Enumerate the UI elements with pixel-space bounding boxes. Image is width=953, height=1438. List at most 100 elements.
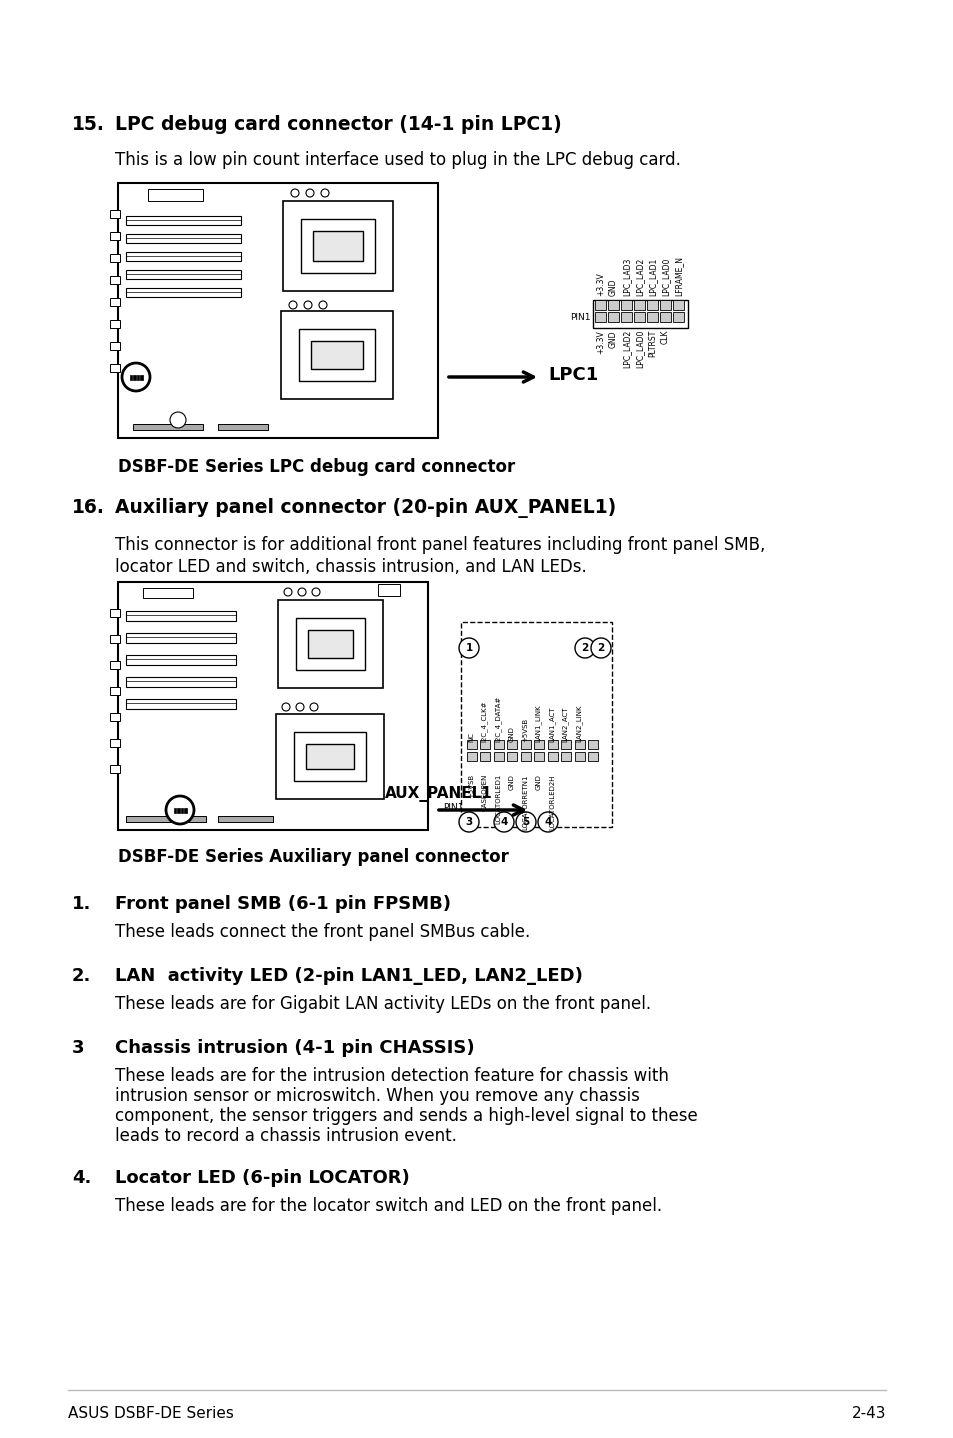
Bar bbox=[595, 301, 605, 311]
Text: LAN2_LINK: LAN2_LINK bbox=[575, 705, 581, 742]
Text: PIN1: PIN1 bbox=[570, 312, 590, 322]
Bar bbox=[295, 618, 365, 670]
Bar bbox=[110, 232, 120, 240]
Bar bbox=[507, 741, 517, 749]
Bar bbox=[547, 741, 558, 749]
Bar bbox=[298, 329, 375, 381]
Bar bbox=[126, 677, 235, 687]
Text: LPC_LAD2: LPC_LAD2 bbox=[635, 257, 643, 296]
Text: GND: GND bbox=[608, 329, 618, 348]
Bar bbox=[110, 636, 120, 643]
Text: Front panel SMB (6-1 pin FPSMB): Front panel SMB (6-1 pin FPSMB) bbox=[115, 894, 451, 913]
Text: intrusion sensor or microswitch. When you remove any chassis: intrusion sensor or microswitch. When yo… bbox=[115, 1087, 639, 1104]
Bar bbox=[588, 752, 598, 761]
Text: LAN1_ACT: LAN1_ACT bbox=[548, 706, 555, 742]
Text: I2C_4_CLK#: I2C_4_CLK# bbox=[480, 700, 487, 742]
Bar bbox=[520, 752, 531, 761]
Bar bbox=[218, 815, 273, 823]
Bar bbox=[494, 741, 503, 749]
Text: These leads are for Gigabit LAN activity LEDs on the front panel.: These leads are for Gigabit LAN activity… bbox=[115, 995, 651, 1012]
Bar bbox=[311, 341, 363, 370]
Bar bbox=[494, 752, 503, 761]
Bar bbox=[607, 301, 618, 311]
Bar bbox=[126, 252, 241, 262]
Text: 3: 3 bbox=[465, 817, 472, 827]
Bar bbox=[294, 732, 366, 781]
Circle shape bbox=[282, 703, 290, 710]
Bar bbox=[575, 741, 584, 749]
Bar bbox=[110, 765, 120, 774]
Bar bbox=[634, 312, 644, 322]
Text: I2C_4_DATA#: I2C_4_DATA# bbox=[494, 696, 501, 742]
Text: DSBF-DE Series Auxiliary panel connector: DSBF-DE Series Auxiliary panel connector bbox=[118, 848, 508, 866]
Bar bbox=[130, 375, 132, 380]
Text: LAN  activity LED (2-pin LAN1_LED, LAN2_LED): LAN activity LED (2-pin LAN1_LED, LAN2_L… bbox=[115, 966, 582, 985]
Bar bbox=[275, 715, 384, 800]
Text: +3.3V: +3.3V bbox=[596, 329, 604, 354]
Bar bbox=[118, 183, 437, 439]
Text: 2-43: 2-43 bbox=[851, 1406, 885, 1421]
Text: LPC_LAD0: LPC_LAD0 bbox=[635, 329, 643, 368]
Bar bbox=[308, 630, 353, 659]
Bar bbox=[110, 713, 120, 720]
Text: This connector is for additional front panel features including front panel SMB,: This connector is for additional front p… bbox=[115, 536, 764, 554]
Bar bbox=[480, 752, 490, 761]
Bar bbox=[110, 687, 120, 695]
Bar bbox=[480, 741, 490, 749]
Bar bbox=[634, 301, 644, 311]
Text: LPC1: LPC1 bbox=[547, 367, 598, 384]
Text: GND: GND bbox=[508, 774, 514, 789]
Bar bbox=[110, 342, 120, 349]
Bar bbox=[659, 301, 670, 311]
Text: LAN2_ACT: LAN2_ACT bbox=[561, 706, 568, 742]
Bar bbox=[118, 582, 428, 830]
Bar bbox=[534, 752, 544, 761]
Bar bbox=[377, 584, 399, 595]
Bar bbox=[132, 424, 203, 430]
Bar bbox=[575, 752, 584, 761]
Text: DSBF-DE Series LPC debug card connector: DSBF-DE Series LPC debug card connector bbox=[118, 457, 515, 476]
Text: GND: GND bbox=[608, 279, 618, 296]
Text: 3: 3 bbox=[71, 1040, 85, 1057]
Bar bbox=[301, 219, 375, 273]
Text: 2: 2 bbox=[597, 643, 604, 653]
Text: 4: 4 bbox=[499, 817, 507, 827]
Text: Auxiliary panel connector (20-pin AUX_PANEL1): Auxiliary panel connector (20-pin AUX_PA… bbox=[115, 498, 616, 518]
Bar bbox=[126, 654, 235, 664]
Text: 4.: 4. bbox=[71, 1169, 91, 1186]
Circle shape bbox=[284, 588, 292, 595]
Bar bbox=[133, 375, 136, 380]
Bar bbox=[143, 588, 193, 598]
Bar bbox=[126, 270, 241, 279]
Circle shape bbox=[297, 588, 306, 595]
Bar bbox=[126, 216, 241, 224]
Bar bbox=[110, 298, 120, 306]
Circle shape bbox=[575, 638, 595, 659]
Bar bbox=[620, 312, 631, 322]
Text: Chassis intrusion (4-1 pin CHASSIS): Chassis intrusion (4-1 pin CHASSIS) bbox=[115, 1040, 475, 1057]
Text: 2.: 2. bbox=[71, 966, 91, 985]
Bar bbox=[137, 375, 139, 380]
Text: These leads are for the intrusion detection feature for chassis with: These leads are for the intrusion detect… bbox=[115, 1067, 668, 1086]
Circle shape bbox=[291, 188, 298, 197]
Text: LPC_LAD3: LPC_LAD3 bbox=[621, 257, 630, 296]
Text: LOCATORLED1: LOCATORLED1 bbox=[495, 774, 500, 824]
Bar bbox=[595, 312, 605, 322]
Bar bbox=[140, 375, 143, 380]
Circle shape bbox=[494, 812, 514, 833]
Text: 15.: 15. bbox=[71, 115, 105, 134]
Circle shape bbox=[516, 812, 536, 833]
Text: LFRAME_N: LFRAME_N bbox=[673, 256, 682, 296]
Text: +5VSB: +5VSB bbox=[521, 718, 527, 742]
Bar bbox=[283, 201, 393, 290]
Circle shape bbox=[289, 301, 296, 309]
Text: PIN1: PIN1 bbox=[442, 802, 463, 812]
Circle shape bbox=[537, 812, 558, 833]
Bar bbox=[588, 741, 598, 749]
Bar bbox=[148, 188, 203, 201]
Text: LPC debug card connector (14-1 pin LPC1): LPC debug card connector (14-1 pin LPC1) bbox=[115, 115, 561, 134]
Text: PLTRST: PLTRST bbox=[647, 329, 657, 357]
Text: LAN1_LINK: LAN1_LINK bbox=[535, 705, 541, 742]
Text: 1: 1 bbox=[465, 643, 472, 653]
Bar bbox=[659, 312, 670, 322]
